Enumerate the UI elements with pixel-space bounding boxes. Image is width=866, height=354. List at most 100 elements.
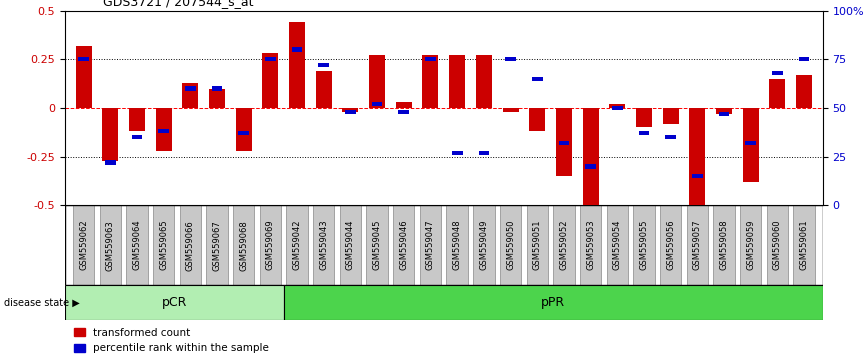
Bar <box>105 160 116 165</box>
Bar <box>265 57 275 62</box>
Text: GSM559068: GSM559068 <box>239 220 249 270</box>
FancyBboxPatch shape <box>553 205 574 285</box>
Bar <box>692 174 702 178</box>
Text: GSM559045: GSM559045 <box>372 220 382 270</box>
Bar <box>158 129 169 133</box>
FancyBboxPatch shape <box>660 205 682 285</box>
Bar <box>502 108 519 112</box>
FancyBboxPatch shape <box>339 205 361 285</box>
FancyBboxPatch shape <box>500 205 521 285</box>
Bar <box>452 150 462 155</box>
FancyBboxPatch shape <box>420 205 441 285</box>
Text: GSM559058: GSM559058 <box>720 220 728 270</box>
FancyBboxPatch shape <box>233 205 255 285</box>
Text: GSM559062: GSM559062 <box>79 220 88 270</box>
Text: GSM559047: GSM559047 <box>426 220 435 270</box>
FancyBboxPatch shape <box>126 205 148 285</box>
Bar <box>425 57 436 62</box>
FancyBboxPatch shape <box>393 205 415 285</box>
Bar <box>479 150 489 155</box>
Bar <box>342 108 359 112</box>
Bar <box>423 56 438 108</box>
FancyBboxPatch shape <box>206 205 228 285</box>
Bar <box>610 104 625 108</box>
FancyBboxPatch shape <box>179 205 201 285</box>
Bar <box>665 135 676 139</box>
Bar <box>716 108 732 114</box>
Bar <box>129 108 145 131</box>
Bar <box>156 108 171 151</box>
Bar <box>529 108 546 131</box>
Bar <box>236 108 252 151</box>
Bar <box>449 56 465 108</box>
Bar <box>319 63 329 67</box>
Bar <box>262 53 278 108</box>
Text: GDS3721 / 207544_s_at: GDS3721 / 207544_s_at <box>103 0 254 8</box>
Bar <box>316 71 332 108</box>
FancyBboxPatch shape <box>766 205 788 285</box>
FancyBboxPatch shape <box>714 205 734 285</box>
FancyBboxPatch shape <box>527 205 548 285</box>
Text: GSM559064: GSM559064 <box>132 220 141 270</box>
Bar <box>209 88 225 108</box>
Bar <box>556 108 572 176</box>
Bar <box>772 71 783 75</box>
Bar <box>396 102 412 108</box>
Bar <box>292 47 302 52</box>
Bar <box>78 57 89 62</box>
Text: GSM559059: GSM559059 <box>746 220 755 270</box>
Text: disease state ▶: disease state ▶ <box>4 298 80 308</box>
Text: GSM559054: GSM559054 <box>613 220 622 270</box>
FancyBboxPatch shape <box>65 285 284 320</box>
Bar <box>372 102 383 106</box>
Text: GSM559067: GSM559067 <box>212 220 222 270</box>
FancyBboxPatch shape <box>313 205 334 285</box>
FancyBboxPatch shape <box>580 205 601 285</box>
FancyBboxPatch shape <box>740 205 761 285</box>
Bar <box>346 110 356 114</box>
Bar <box>132 135 142 139</box>
Legend: transformed count, percentile rank within the sample: transformed count, percentile rank withi… <box>70 324 273 354</box>
Text: GSM559048: GSM559048 <box>453 220 462 270</box>
Bar <box>559 141 569 145</box>
Text: GSM559053: GSM559053 <box>586 220 595 270</box>
Bar <box>662 108 679 124</box>
Text: GSM559060: GSM559060 <box>772 220 782 270</box>
Text: GSM559066: GSM559066 <box>186 220 195 270</box>
Bar <box>475 56 492 108</box>
Bar <box>238 131 249 136</box>
FancyBboxPatch shape <box>473 205 494 285</box>
FancyBboxPatch shape <box>366 205 388 285</box>
FancyBboxPatch shape <box>793 205 815 285</box>
Text: GSM559050: GSM559050 <box>506 220 515 270</box>
Text: GSM559051: GSM559051 <box>533 220 542 270</box>
Text: GSM559056: GSM559056 <box>666 220 675 270</box>
Bar <box>398 110 409 114</box>
Bar <box>369 56 385 108</box>
FancyBboxPatch shape <box>633 205 655 285</box>
FancyBboxPatch shape <box>687 205 708 285</box>
Bar <box>75 46 92 108</box>
Text: GSM559055: GSM559055 <box>639 220 649 270</box>
Bar <box>743 108 759 182</box>
Bar <box>798 57 810 62</box>
Text: GSM559042: GSM559042 <box>293 220 301 270</box>
Text: GSM559061: GSM559061 <box>799 220 809 270</box>
Bar <box>769 79 785 108</box>
Bar <box>746 141 756 145</box>
Text: GSM559065: GSM559065 <box>159 220 168 270</box>
Bar <box>796 75 812 108</box>
Bar <box>636 108 652 127</box>
Text: GSM559046: GSM559046 <box>399 220 408 270</box>
FancyBboxPatch shape <box>100 205 121 285</box>
Bar <box>638 131 650 136</box>
FancyBboxPatch shape <box>73 205 94 285</box>
Bar <box>583 108 598 205</box>
Bar <box>612 106 623 110</box>
FancyBboxPatch shape <box>606 205 628 285</box>
Bar <box>289 22 305 108</box>
Text: GSM559069: GSM559069 <box>266 220 275 270</box>
Bar <box>102 108 119 161</box>
Bar <box>532 76 542 81</box>
Bar <box>211 86 223 91</box>
